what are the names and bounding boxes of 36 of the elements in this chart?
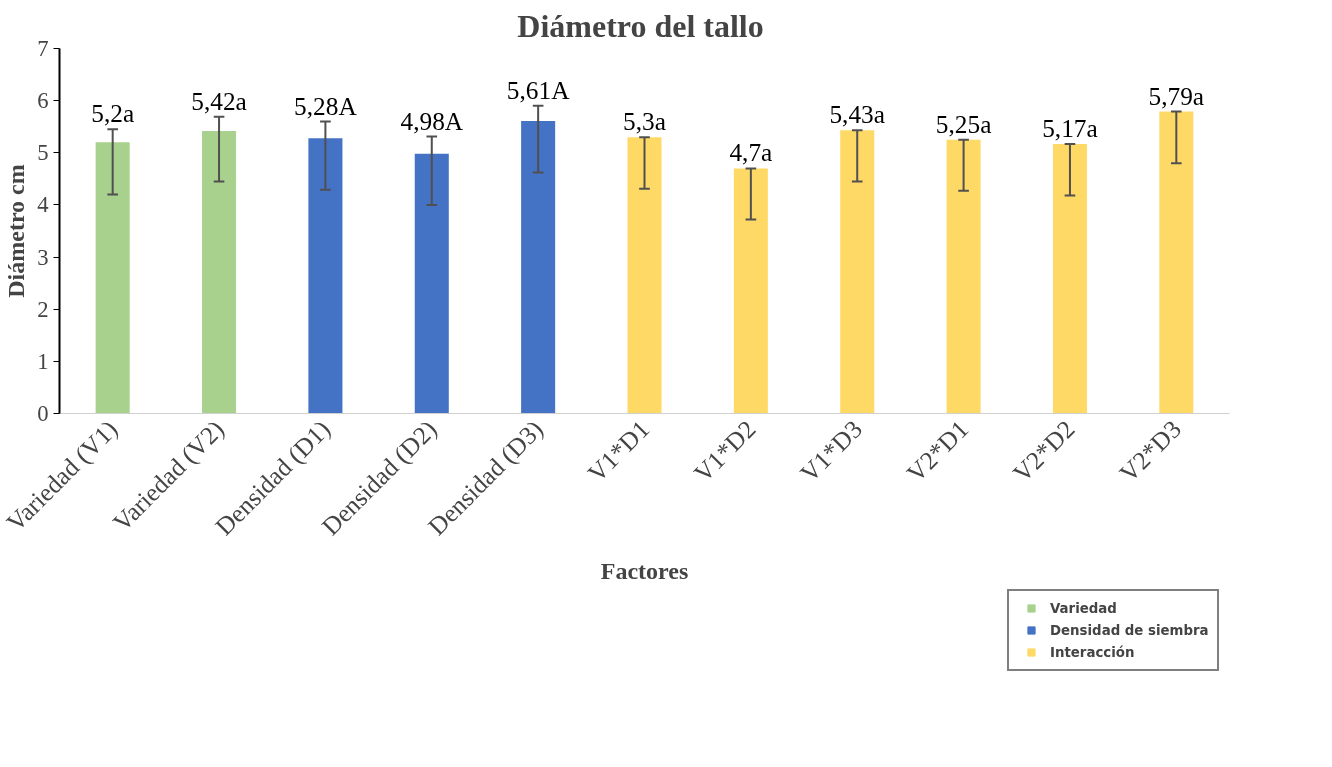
bar <box>840 130 875 414</box>
data-label: 4,98A <box>400 106 464 135</box>
data-label: 5,79a <box>1148 81 1205 110</box>
bar <box>946 139 981 414</box>
data-label: 5,28A <box>294 91 358 120</box>
bar <box>1052 143 1087 414</box>
y-axis-title: Diámetro cm <box>3 164 30 298</box>
y-tick-label: 0 <box>37 401 49 426</box>
legend-label: Interacción <box>1050 644 1135 660</box>
data-label: 5,3a <box>623 107 666 136</box>
y-tick-label: 7 <box>37 36 49 61</box>
y-tick-label: 3 <box>37 244 49 270</box>
bar <box>521 120 556 414</box>
data-label: 5,2a <box>91 99 135 128</box>
bar <box>733 168 768 414</box>
bar <box>95 142 130 414</box>
bar <box>202 130 237 414</box>
legend-label: Variedad <box>1050 600 1117 616</box>
legend-label: Densidad de siembra <box>1050 622 1209 638</box>
data-label: 5,61A <box>506 75 571 104</box>
y-tick-label: 5 <box>37 140 49 166</box>
y-tick-label: 6 <box>37 88 49 114</box>
data-label: 5,42a <box>191 86 247 115</box>
x-axis-title: Factores <box>600 558 689 585</box>
data-label: 4,7a <box>729 138 773 167</box>
data-label: 5,17a <box>1042 113 1098 142</box>
bar <box>1159 111 1194 414</box>
y-tick-label: 2 <box>37 296 49 322</box>
y-tick-label: 1 <box>37 348 49 374</box>
bar <box>308 138 343 414</box>
data-label: 5,43a <box>829 100 886 129</box>
data-label: 5,25a <box>935 109 992 138</box>
y-tick-label: 4 <box>37 192 49 218</box>
bar <box>627 137 662 414</box>
bar <box>414 153 449 414</box>
chart-title: Diámetro del tallo <box>517 7 764 44</box>
